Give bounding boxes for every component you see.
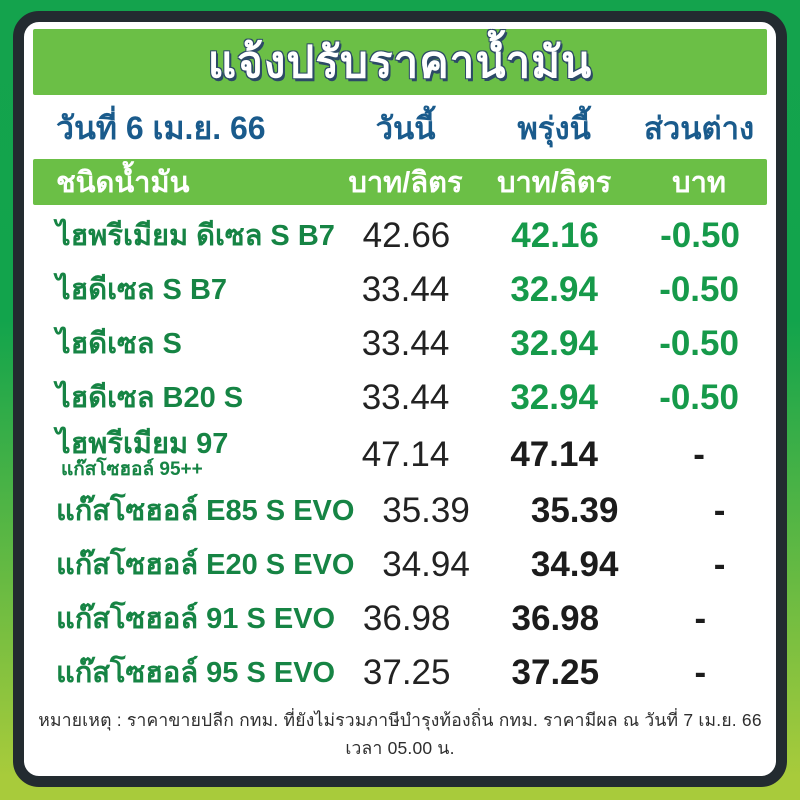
price-tomorrow: 37.25 (511, 653, 600, 692)
price-today: 47.14 (361, 434, 450, 474)
title-bar: แจ้งปรับราคาน้ำมัน (33, 29, 767, 95)
column-header-bar: ชนิดน้ำมัน บาท/ลิตร บาท/ลิตร บาท (33, 159, 767, 205)
table-row: แก๊สโซฮอล์ E85 S EVO 35.39 35.39 - (33, 484, 767, 538)
price-today: 33.44 (361, 270, 450, 309)
price-diff: - (694, 653, 707, 692)
fuel-name: ไฮดีเซล S B7 (56, 273, 228, 306)
fuel-subname: แก๊สโซฮอล์ 95++ (61, 458, 203, 480)
fuel-type-header: ชนิดน้ำมัน (56, 167, 190, 199)
date-header-row: วันที่ 6 เม.ย. 66 วันนี้ พรุ่งนี้ ส่วนต่… (33, 97, 767, 159)
price-diff: - (713, 491, 726, 530)
tomorrow-column-label: พรุ่งนี้ (517, 111, 591, 146)
price-announcement-card: แจ้งปรับราคาน้ำมัน วันที่ 6 เม.ย. 66 วัน… (13, 11, 787, 787)
fuel-name: แก๊สโซฮอล์ 91 S EVO (56, 602, 336, 635)
table-row: ไฮดีเซล B20 S 33.44 32.94 -0.50 (33, 371, 767, 425)
price-diff: - (694, 599, 707, 638)
price-today: 33.44 (361, 324, 450, 363)
fuel-name: ไฮพรีเมียม ดีเซล S B7 (56, 219, 335, 252)
price-tomorrow: 32.94 (510, 270, 598, 309)
price-tomorrow: 34.94 (530, 545, 619, 584)
price-tomorrow: 32.94 (510, 324, 598, 363)
price-today: 42.66 (362, 216, 451, 255)
table-row: แก๊สโซฮอล์ E20 S EVO 34.94 34.94 - (33, 538, 767, 592)
table-row: ไฮพรีเมียม 97 แก๊สโซฮอล์ 95++ 47.14 47.14 - (33, 425, 767, 484)
unit-today-header: บาท/ลิตร (348, 167, 463, 199)
footnote: หมายเหตุ : ราคาขายปลีก กทม. ที่ยังไม่รวม… (38, 710, 762, 758)
price-today: 34.94 (382, 545, 470, 584)
fuel-name: ไฮดีเซล S (56, 327, 182, 360)
date-label: วันที่ 6 เม.ย. 66 (56, 109, 266, 146)
price-diff: - (713, 545, 726, 584)
price-tomorrow: 32.94 (510, 378, 598, 417)
price-today: 37.25 (362, 653, 451, 692)
fuel-name: ไฮดีเซล B20 S (56, 381, 244, 414)
price-diff: - (693, 434, 705, 474)
price-tomorrow: 35.39 (530, 491, 619, 530)
table-row: ไฮพรีเมียม ดีเซล S B7 42.66 42.16 -0.50 (33, 209, 767, 263)
price-today: 36.98 (362, 599, 451, 638)
fuel-name: ไฮพรีเมียม 97 แก๊สโซฮอล์ 95++ (33, 429, 334, 479)
fuel-name: แก๊สโซฮอล์ E20 S EVO (56, 548, 355, 581)
diff-column-label: ส่วนต่าง (643, 111, 755, 146)
price-tomorrow: 47.14 (510, 434, 598, 474)
unit-diff-header: บาท (672, 167, 726, 199)
price-today: 35.39 (382, 491, 470, 530)
price-diff: -0.50 (659, 324, 739, 363)
fuel-name: แก๊สโซฮอล์ 95 S EVO (56, 656, 336, 689)
price-tomorrow: 42.16 (511, 216, 599, 255)
fuel-name: แก๊สโซฮอล์ E85 S EVO (56, 494, 355, 527)
unit-tomorrow-header: บาท/ลิตร (497, 167, 612, 199)
price-tomorrow: 36.98 (511, 599, 600, 638)
price-diff: -0.50 (659, 378, 739, 417)
today-column-label: วันนี้ (375, 111, 436, 146)
price-diff: -0.50 (660, 216, 740, 255)
table-row: ไฮดีเซล S 33.44 32.94 -0.50 (33, 317, 767, 371)
fuel-rows: ไฮพรีเมียม ดีเซล S B7 42.66 42.16 -0.50 ไฮดี… (33, 209, 767, 700)
price-diff: -0.50 (659, 270, 739, 309)
table-row: แก๊สโซฮอล์ 95 S EVO 37.25 37.25 - (33, 646, 767, 700)
price-today: 33.44 (361, 378, 450, 417)
table-row: แก๊สโซฮอล์ 91 S EVO 36.98 36.98 - (33, 592, 767, 646)
table-row: ไฮดีเซล S B7 33.44 32.94 -0.50 (33, 263, 767, 317)
page-title: แจ้งปรับราคาน้ำมัน (207, 38, 593, 87)
